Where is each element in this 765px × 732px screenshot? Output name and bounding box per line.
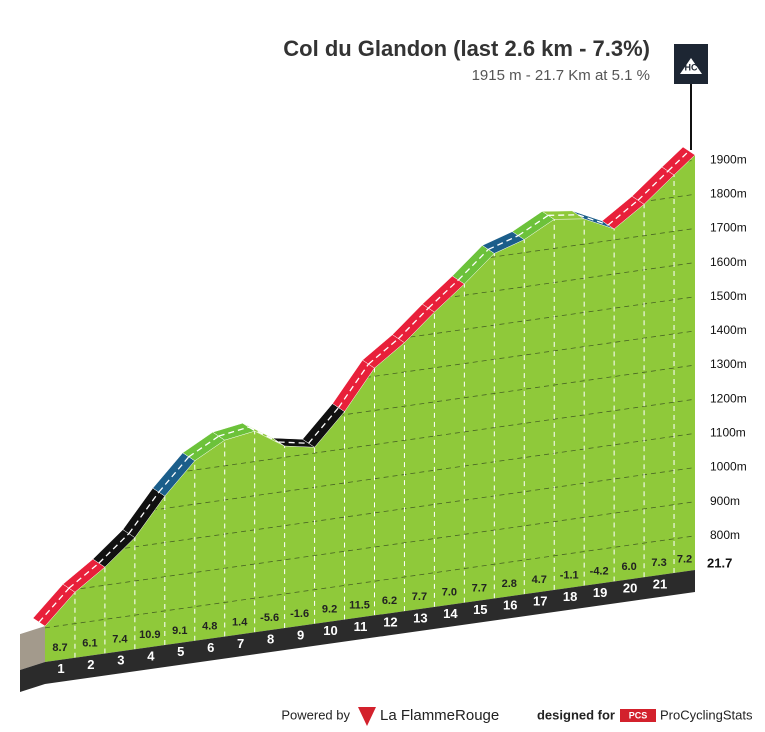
gradient-label: 2.8 <box>502 578 517 590</box>
road-dash <box>427 279 459 309</box>
y-tick-label: 800m <box>710 528 740 542</box>
gradient-label: 7.7 <box>412 591 427 603</box>
y-tick-label: 1800m <box>710 186 747 200</box>
y-tick-label: 1000m <box>710 460 747 474</box>
x-end-label: 21.7 <box>707 555 732 570</box>
y-tick-label: 1600m <box>710 255 747 269</box>
chart-subtitle: 1915 m - 21.7 Km at 5.1 % <box>472 67 650 84</box>
x-tick-label: 7 <box>237 636 244 651</box>
badge-label: HC <box>685 62 698 72</box>
front-face <box>20 626 45 670</box>
x-tick-label: 16 <box>503 598 517 613</box>
gradient-label: 8.7 <box>52 642 67 654</box>
x-tick-label: 17 <box>533 593 547 608</box>
road-dash <box>308 407 340 444</box>
x-tick-label: 15 <box>473 602 487 617</box>
base-strip <box>20 570 695 692</box>
road-dash <box>577 214 609 226</box>
gradient-label: 7.4 <box>112 633 128 645</box>
x-tick-label: 8 <box>267 632 274 647</box>
badge-icon <box>680 58 702 74</box>
road-dash <box>607 199 639 226</box>
gradient-label: 7.7 <box>472 582 487 594</box>
gradient-label: 4.8 <box>202 621 217 633</box>
grid-line <box>45 501 695 595</box>
gradient-label: 10.9 <box>139 629 160 641</box>
road-dash <box>98 533 130 564</box>
x-tick-label: 3 <box>117 653 124 668</box>
gradient-label: 9.2 <box>322 604 337 616</box>
pcs-label: PCS <box>629 710 648 720</box>
road-dash <box>457 248 489 281</box>
road-dash <box>158 456 190 493</box>
road-dash <box>218 426 249 437</box>
chart-title: Col du Glandon (last 2.6 km - 7.3%) <box>283 36 650 61</box>
grid-line <box>45 467 695 560</box>
road-dash <box>488 235 519 251</box>
road-dash <box>278 441 309 444</box>
road-dash <box>38 587 70 623</box>
gradient-label: 6.1 <box>82 638 97 650</box>
gradient-label: -1.1 <box>560 570 579 582</box>
gradient-label: 1.4 <box>232 616 248 628</box>
road-dash <box>128 491 160 534</box>
x-tick-label: 18 <box>563 589 577 604</box>
road-dash <box>338 363 370 408</box>
x-tick-label: 6 <box>207 640 214 655</box>
x-tick-label: 9 <box>297 627 304 642</box>
x-tick-label: 4 <box>147 648 155 663</box>
gradient-label: 7.3 <box>651 557 666 569</box>
x-tick-label: 19 <box>593 585 607 600</box>
x-tick-label: 14 <box>443 606 458 621</box>
footer-brand: La FlammeRouge <box>380 707 499 724</box>
x-tick-label: 2 <box>87 657 94 672</box>
pcs-logo <box>620 709 656 722</box>
profile-area <box>45 155 695 662</box>
x-tick-label: 13 <box>413 610 427 625</box>
y-tick-label: 1400m <box>710 323 747 337</box>
footer-text: Powered by <box>281 707 350 722</box>
gradient-label: -1.6 <box>290 608 309 620</box>
x-tick-label: 10 <box>323 623 337 638</box>
y-tick-label: 1300m <box>710 357 747 371</box>
x-tick-label: 20 <box>623 581 637 596</box>
footer: Powered by La FlammeRouge designed for P… <box>281 707 753 726</box>
x-tick-label: 11 <box>354 619 368 634</box>
road-dash <box>517 214 549 237</box>
road-dash <box>667 150 690 172</box>
footer-text: designed for <box>537 707 615 722</box>
gradient-label: -5.6 <box>260 612 279 624</box>
gradient-label: 7.2 <box>677 553 692 565</box>
road-dash <box>188 435 220 458</box>
y-tick-label: 1900m <box>710 152 747 166</box>
footer-text: ProCyclingStats <box>660 707 753 722</box>
y-tick-label: 1500m <box>710 289 747 303</box>
y-tick-label: 1200m <box>710 391 747 405</box>
road-dash <box>248 426 279 443</box>
gradient-label: 9.1 <box>172 625 187 637</box>
x-tick-label: 12 <box>383 615 397 630</box>
road-dash <box>397 307 429 340</box>
x-tick-label: 21 <box>653 576 667 591</box>
gradient-label: 6.0 <box>621 561 636 573</box>
road-dash <box>637 170 669 201</box>
logo <box>358 707 376 726</box>
road-dash <box>68 562 100 589</box>
road-dash <box>368 338 399 365</box>
gradient-label: 11.5 <box>349 599 370 611</box>
gradient-label: 6.2 <box>382 595 397 607</box>
x-tick-label: 5 <box>177 644 184 659</box>
grid-line <box>45 535 695 629</box>
x-tick-label: 1 <box>57 661 64 676</box>
y-tick-label: 1100m <box>710 426 746 440</box>
gradient-label: -4.2 <box>590 565 609 577</box>
gradient-label: 7.0 <box>442 587 457 599</box>
y-tick-label: 1700m <box>710 221 747 235</box>
y-tick-label: 900m <box>710 494 740 508</box>
gradient-label: 4.7 <box>532 574 547 586</box>
